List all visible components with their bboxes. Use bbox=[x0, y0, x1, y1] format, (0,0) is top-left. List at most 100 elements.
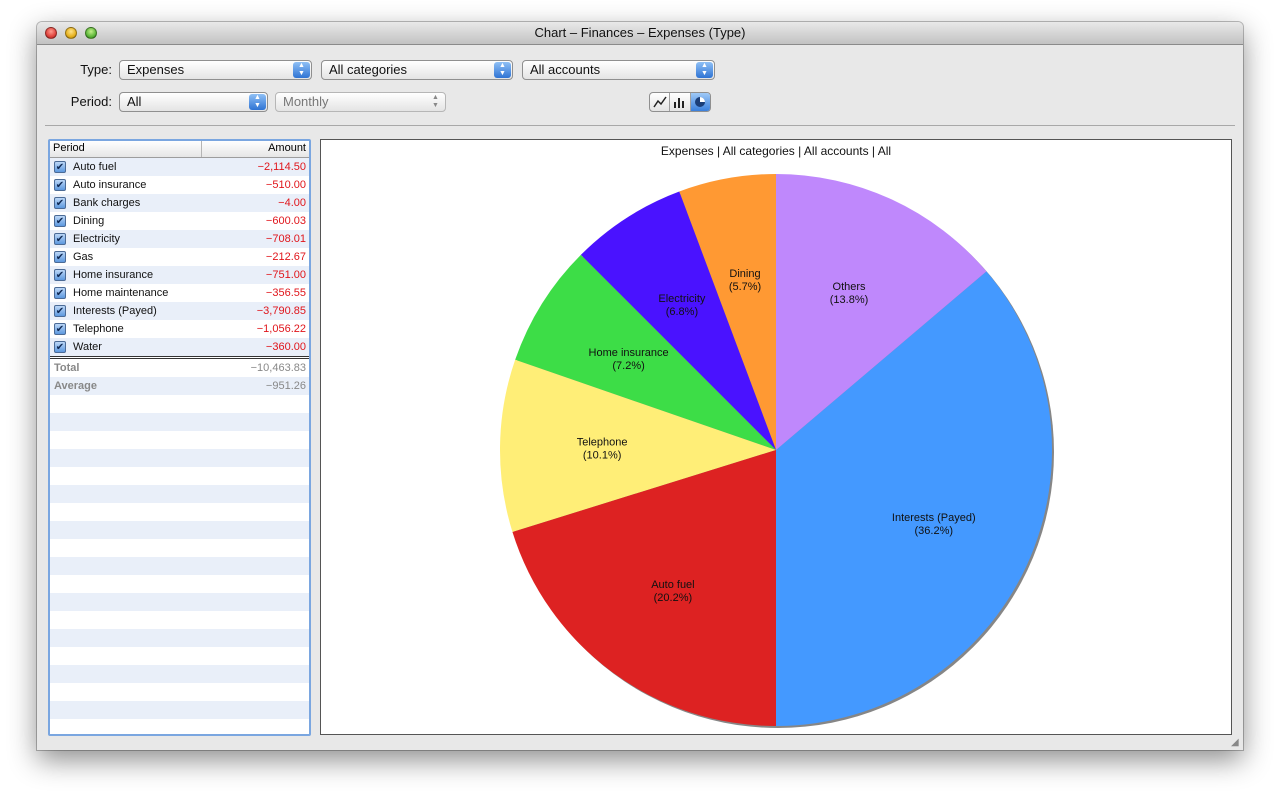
row-name: Auto fuel bbox=[73, 161, 117, 173]
row-name: Water bbox=[73, 341, 102, 353]
checkbox-icon[interactable]: ✔ bbox=[54, 161, 66, 173]
pie-slice[interactable] bbox=[580, 191, 776, 450]
pie-slice[interactable] bbox=[679, 174, 776, 450]
amount-column-header[interactable]: Amount bbox=[268, 142, 306, 154]
title-bar: Chart – Finances – Expenses (Type) bbox=[37, 22, 1243, 45]
total-row: Total −10,463.83 bbox=[50, 359, 309, 377]
slice-label: Auto fuel bbox=[651, 579, 694, 591]
slice-label: Home insurance bbox=[589, 347, 669, 359]
zoom-window-button[interactable] bbox=[85, 27, 97, 39]
table-row[interactable]: ✔ Home insurance −751.00 bbox=[50, 266, 309, 284]
table-row[interactable]: ✔ Bank charges −4.00 bbox=[50, 194, 309, 212]
row-amount: −360.00 bbox=[265, 341, 306, 353]
checkbox-icon[interactable]: ✔ bbox=[54, 305, 66, 317]
pie-chart-panel: Interests (Payed) (36.2%) Others (13.8%) Din… bbox=[320, 139, 1232, 735]
table-rows: ✔ Auto fuel −2,114.50 ✔ Auto insurance −510.0… bbox=[50, 158, 309, 356]
row-name: Dining bbox=[73, 215, 105, 227]
row-amount: −3,790.85 bbox=[256, 305, 306, 317]
category-popup[interactable]: All categories ▲ ▼ bbox=[321, 60, 513, 80]
period-popup[interactable]: All ▲ ▼ bbox=[119, 92, 268, 112]
pie-slice[interactable] bbox=[515, 254, 776, 450]
row-name: Telephone bbox=[73, 323, 124, 335]
resize-grip-icon[interactable]: ◢ bbox=[1231, 737, 1239, 748]
period-column-header[interactable]: Period bbox=[50, 141, 202, 157]
table-row[interactable]: ✔ Dining −600.03 bbox=[50, 212, 309, 230]
type-label: Type: bbox=[80, 62, 112, 77]
slice-label: Dining bbox=[729, 268, 760, 280]
checkbox-icon[interactable]: ✔ bbox=[54, 341, 66, 353]
row-name: Interests (Payed) bbox=[73, 305, 157, 317]
slice-percent-label: (20.2%) bbox=[654, 592, 693, 604]
average-row: Average −951.26 bbox=[50, 377, 309, 395]
table-row[interactable]: ✔ Auto insurance −510.00 bbox=[50, 176, 309, 194]
pie-slice[interactable] bbox=[776, 271, 1052, 726]
table-row[interactable]: ✔ Gas −212.67 bbox=[50, 248, 309, 266]
slice-label: Others bbox=[833, 281, 867, 293]
bar-chart-icon[interactable] bbox=[670, 93, 691, 111]
pie-slice[interactable] bbox=[500, 359, 776, 532]
popup-arrows-icon: ▲ ▼ bbox=[293, 62, 310, 78]
empty-rows bbox=[50, 395, 309, 734]
period-label: Period: bbox=[70, 94, 112, 109]
row-name: Auto insurance bbox=[73, 179, 147, 191]
table-row[interactable]: ✔ Interests (Payed) −3,790.85 bbox=[50, 302, 309, 320]
slice-label: Telephone bbox=[577, 436, 628, 448]
row-amount: −2,114.50 bbox=[257, 161, 306, 173]
row-name: Home maintenance bbox=[73, 287, 169, 299]
table-row[interactable]: ✔ Electricity −708.01 bbox=[50, 230, 309, 248]
expenses-table[interactable]: Period Amount ✔ Auto fuel −2,114.50 ✔ Auto i… bbox=[48, 139, 311, 736]
chart-type-segmented-control bbox=[649, 92, 711, 112]
checkbox-icon[interactable]: ✔ bbox=[54, 287, 66, 299]
table-header: Period Amount bbox=[50, 141, 309, 158]
close-window-button[interactable] bbox=[45, 27, 57, 39]
popup-arrows-icon: ▲ ▼ bbox=[696, 62, 713, 78]
checkbox-icon[interactable]: ✔ bbox=[54, 269, 66, 281]
pie-slice[interactable] bbox=[776, 174, 987, 450]
average-label: Average bbox=[54, 380, 98, 392]
account-popup[interactable]: All accounts ▲ ▼ bbox=[522, 60, 715, 80]
chart-window: Chart – Finances – Expenses (Type) Type:… bbox=[37, 22, 1243, 750]
line-chart-icon[interactable] bbox=[650, 93, 671, 111]
checkbox-icon[interactable]: ✔ bbox=[54, 323, 66, 335]
row-amount: −1,056.22 bbox=[256, 323, 306, 335]
popup-arrows-icon: ▲ ▼ bbox=[432, 94, 439, 109]
checkbox-icon[interactable]: ✔ bbox=[54, 251, 66, 263]
type-popup[interactable]: Expenses ▲ ▼ bbox=[119, 60, 312, 80]
table-row[interactable]: ✔ Water −360.00 bbox=[50, 338, 309, 356]
row-amount: −4.00 bbox=[278, 197, 306, 209]
pie-chart-icon[interactable] bbox=[690, 93, 710, 111]
row-amount: −600.03 bbox=[265, 215, 306, 227]
interval-popup[interactable]: Monthly ▲ ▼ bbox=[275, 92, 446, 112]
checkbox-icon[interactable]: ✔ bbox=[54, 179, 66, 191]
table-divider bbox=[50, 356, 309, 359]
row-name: Electricity bbox=[73, 233, 121, 245]
row-amount: −212.67 bbox=[265, 251, 306, 263]
row-name: Gas bbox=[73, 251, 94, 263]
slice-label: Interests (Payed) bbox=[892, 512, 976, 524]
row-amount: −510.00 bbox=[265, 179, 306, 191]
slice-percent-label: (10.1%) bbox=[583, 449, 622, 461]
chart-title: Expenses | All categories | All accounts… bbox=[660, 144, 892, 158]
pie-slice[interactable] bbox=[512, 450, 776, 726]
slice-percent-label: (6.8%) bbox=[666, 306, 698, 318]
slice-percent-label: (5.7%) bbox=[729, 281, 761, 293]
table-row[interactable]: ✔ Telephone −1,056.22 bbox=[50, 320, 309, 338]
slice-percent-label: (13.8%) bbox=[830, 294, 869, 306]
popup-arrows-icon: ▲ ▼ bbox=[249, 94, 266, 110]
slice-percent-label: (7.2%) bbox=[612, 360, 644, 372]
row-amount: −356.55 bbox=[265, 287, 306, 299]
slice-percent-label: (36.2%) bbox=[915, 525, 954, 537]
pie-chart: Interests (Payed)(36.2%) Others(13.8%) Din… bbox=[500, 174, 1054, 728]
checkbox-icon[interactable]: ✔ bbox=[54, 215, 66, 227]
average-amount: −951.26 bbox=[265, 380, 306, 392]
row-amount: −751.00 bbox=[265, 269, 306, 281]
popup-arrows-icon: ▲ ▼ bbox=[494, 62, 511, 78]
checkbox-icon[interactable]: ✔ bbox=[54, 197, 66, 209]
table-row[interactable]: ✔ Home maintenance −356.55 bbox=[50, 284, 309, 302]
table-row[interactable]: ✔ Auto fuel −2,114.50 bbox=[50, 158, 309, 176]
interval-popup-value: Monthly bbox=[283, 94, 329, 109]
minimize-window-button[interactable] bbox=[65, 27, 77, 39]
slice-label: Electricity bbox=[658, 293, 706, 305]
total-amount: −10,463.83 bbox=[250, 362, 306, 374]
checkbox-icon[interactable]: ✔ bbox=[54, 233, 66, 245]
